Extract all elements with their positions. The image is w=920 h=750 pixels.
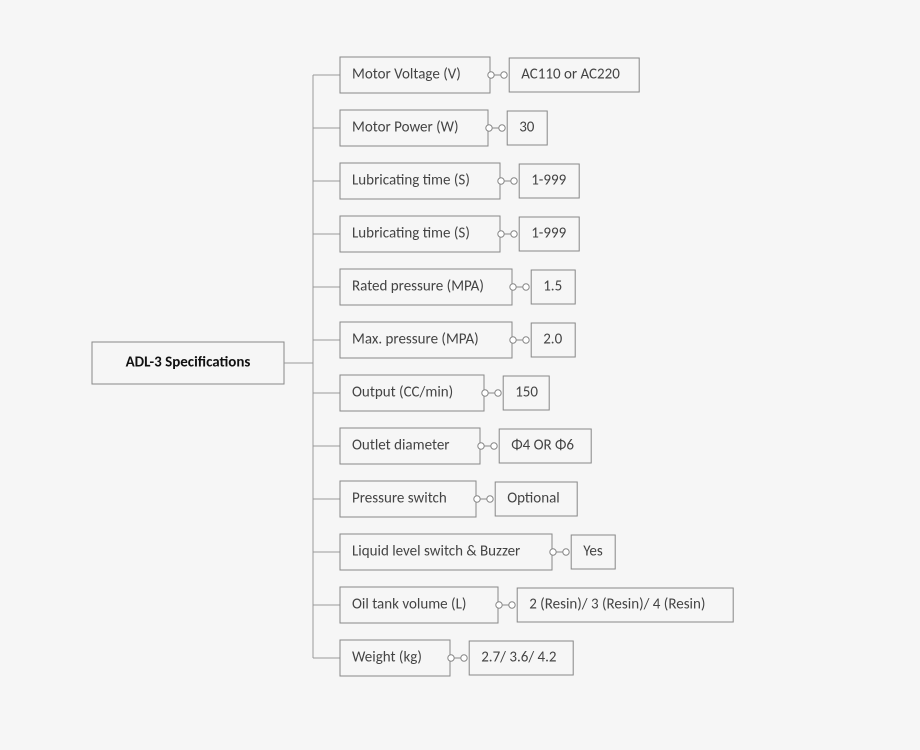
connector-dot <box>523 337 529 343</box>
spec-value: 1-999 <box>531 172 566 190</box>
connector-dot <box>501 72 507 78</box>
spec-value: 150 <box>515 384 538 402</box>
spec-value: 30 <box>519 119 535 137</box>
connector-dot <box>482 390 488 396</box>
connector-dot <box>510 284 516 290</box>
spec-label: Outlet diameter <box>352 437 450 455</box>
spec-value: AC110 or AC220 <box>521 66 620 84</box>
connector-dot <box>498 178 504 184</box>
spec-label: Max. pressure (MPA) <box>352 331 479 349</box>
spec-value: Yes <box>583 543 603 561</box>
connector-dot <box>511 231 517 237</box>
spec-label: Pressure switch <box>352 490 447 508</box>
spec-value: Optional <box>507 490 560 508</box>
spec-label: Oil tank volume (L) <box>352 596 466 614</box>
connector-dot <box>523 284 529 290</box>
connector-dot <box>486 125 492 131</box>
spec-label: Liquid level switch & Buzzer <box>352 543 520 561</box>
spec-value: 2 (Resin)/ 3 (Resin)/ 4 (Resin) <box>529 596 705 614</box>
connector-dot <box>550 549 556 555</box>
connector-dot <box>491 443 497 449</box>
connector-dot <box>510 337 516 343</box>
connector-dot <box>563 549 569 555</box>
spec-label: Motor Voltage (V) <box>352 66 461 84</box>
connector-dot <box>509 602 515 608</box>
connector-dot <box>474 496 480 502</box>
connector-dot <box>499 125 505 131</box>
spec-label: Output (CC/min) <box>352 384 453 402</box>
connector-dot <box>511 178 517 184</box>
spec-label: Lubricating time (S) <box>352 225 470 243</box>
spec-label: Rated pressure (MPA) <box>352 278 484 296</box>
root-label: ADL-3 Specifications <box>126 354 251 372</box>
spec-label: Weight (kg) <box>352 649 422 667</box>
connector-dot <box>495 390 501 396</box>
connector-dot <box>478 443 484 449</box>
spec-value: Φ4 OR Φ6 <box>511 437 574 455</box>
spec-value: 1-999 <box>531 225 566 243</box>
connector-dot <box>496 602 502 608</box>
connector-dot <box>487 496 493 502</box>
connector-dot <box>448 655 454 661</box>
spec-tree-diagram: ADL-3 Specifications Motor Voltage (V) AC1… <box>0 0 920 750</box>
connector-dot <box>461 655 467 661</box>
spec-value: 1.5 <box>543 278 562 296</box>
spec-value: 2.7/ 3.6/ 4.2 <box>481 649 556 667</box>
spec-label: Motor Power (W) <box>352 119 459 137</box>
spec-label: Lubricating time (S) <box>352 172 470 190</box>
connector-dot <box>498 231 504 237</box>
connector-dot <box>488 72 494 78</box>
spec-value: 2.0 <box>543 331 562 349</box>
